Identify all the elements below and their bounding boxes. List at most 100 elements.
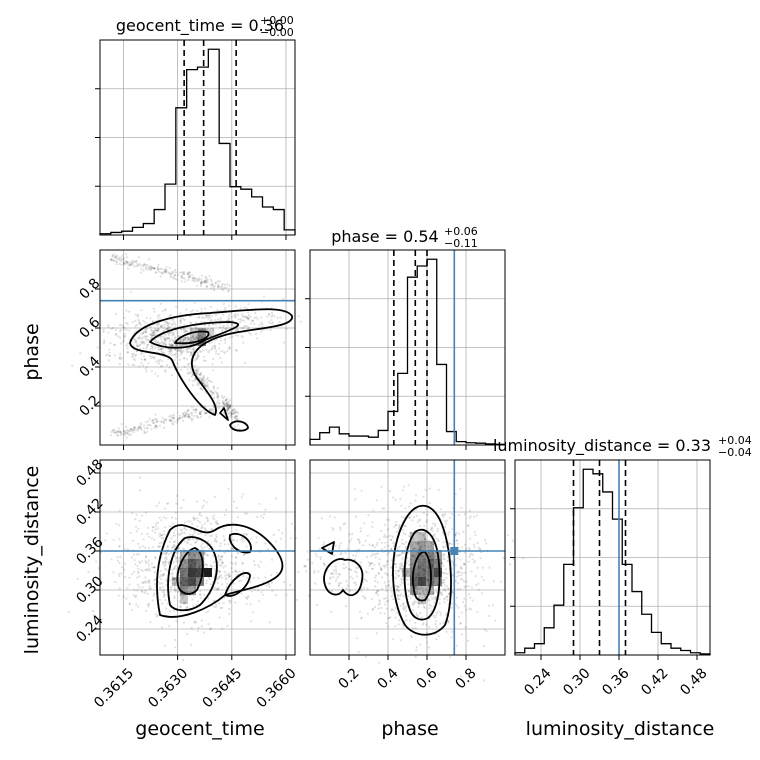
sample-point [140, 424, 142, 426]
sample-point [148, 547, 150, 549]
sample-point [138, 320, 140, 322]
sample-point [228, 314, 230, 316]
sample-point [177, 354, 179, 356]
sample-point [474, 534, 476, 536]
sample-point [221, 562, 223, 564]
sample-point [146, 366, 148, 368]
sample-point [187, 559, 189, 561]
sample-point [488, 615, 490, 617]
sample-point [405, 615, 407, 617]
sample-point [217, 285, 219, 287]
sample-point [245, 603, 247, 605]
sample-point [216, 397, 218, 399]
sample-point [224, 571, 226, 573]
sample-point [213, 397, 215, 399]
sample-point [164, 565, 166, 567]
sample-point [201, 507, 203, 509]
sample-point [149, 621, 151, 623]
sample-point [380, 612, 382, 614]
sample-point [132, 321, 134, 323]
sample-point [439, 612, 441, 614]
sample-point [331, 590, 333, 592]
sample-point [262, 594, 264, 596]
sample-point [317, 570, 319, 572]
sample-point [145, 556, 147, 558]
sample-point [125, 253, 127, 255]
sample-point [160, 275, 162, 277]
sample-point [184, 570, 186, 572]
sample-point [198, 559, 200, 561]
sample-point [160, 574, 162, 576]
sample-point [119, 353, 121, 355]
sample-point [398, 623, 400, 625]
sample-point [359, 611, 361, 613]
sample-point [419, 592, 421, 594]
sample-point [263, 513, 265, 515]
sample-point [360, 589, 362, 591]
sample-point [139, 335, 141, 337]
sample-point [398, 598, 400, 600]
sample-point [210, 573, 212, 575]
sample-point [377, 581, 379, 583]
sample-point [215, 350, 217, 352]
sample-point [485, 542, 487, 544]
sample-point [145, 610, 147, 612]
sample-point [142, 341, 144, 343]
sample-point [432, 558, 434, 560]
sample-point [187, 409, 189, 411]
sample-point [115, 329, 117, 331]
sample-point [291, 523, 293, 525]
sample-point [356, 575, 358, 577]
sample-point [339, 574, 341, 576]
sample-point [142, 581, 144, 583]
sample-point [476, 514, 478, 516]
sample-point [172, 273, 174, 275]
sample-point [223, 602, 225, 604]
sample-point [384, 612, 386, 614]
sample-point [227, 316, 229, 318]
sample-point [219, 617, 221, 619]
sample-point [163, 594, 165, 596]
sample-point [345, 566, 347, 568]
sample-point [214, 319, 216, 321]
sample-point [271, 314, 273, 316]
sample-point [145, 347, 147, 349]
sample-point [125, 262, 127, 264]
sample-point [354, 488, 356, 490]
sample-point [145, 421, 147, 423]
sample-point [410, 579, 412, 581]
sample-point [235, 334, 237, 336]
sample-point [133, 261, 135, 263]
sample-point [386, 554, 388, 556]
sample-point [403, 486, 405, 488]
sample-point [159, 542, 161, 544]
sample-point [256, 318, 258, 320]
sample-point [183, 273, 185, 275]
sample-point [234, 602, 236, 604]
sample-point [231, 323, 233, 325]
sample-point [136, 565, 138, 567]
sample-point [169, 419, 171, 421]
sample-point [373, 564, 375, 566]
sample-point [476, 567, 478, 569]
sample-point [430, 605, 432, 607]
sample-point [109, 352, 111, 354]
sample-point [412, 604, 414, 606]
sample-point [119, 587, 121, 589]
sample-point [458, 616, 460, 618]
sample-point [143, 538, 145, 540]
sample-point [458, 533, 460, 535]
sample-point [135, 314, 137, 316]
sample-point [190, 543, 192, 545]
sample-point [253, 577, 255, 579]
sample-point [226, 397, 228, 399]
sample-point [321, 517, 323, 519]
sample-point [135, 526, 137, 528]
sample-point [163, 516, 165, 518]
sample-point [161, 542, 163, 544]
sample-point [123, 257, 125, 259]
sample-point [481, 592, 483, 594]
sample-point [142, 365, 144, 367]
sample-point [186, 349, 188, 351]
sample-point [421, 540, 423, 542]
